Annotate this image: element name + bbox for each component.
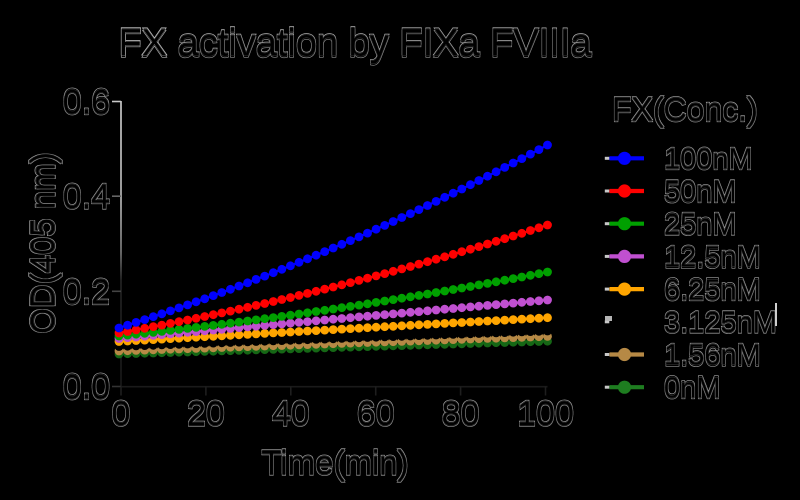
svg-text:1.56nM: 1.56nM bbox=[664, 339, 761, 371]
svg-text:0.4: 0.4 bbox=[63, 179, 110, 217]
svg-text:Time(min): Time(min) bbox=[261, 443, 408, 480]
svg-text:50nM: 50nM bbox=[664, 176, 737, 208]
svg-text:0.0: 0.0 bbox=[63, 367, 110, 405]
svg-text:40: 40 bbox=[272, 396, 310, 434]
svg-text:3.125nM: 3.125nM bbox=[664, 306, 777, 338]
svg-text:60: 60 bbox=[357, 394, 395, 432]
svg-text:0.6: 0.6 bbox=[63, 85, 110, 123]
svg-text:0.0: 0.0 bbox=[63, 368, 110, 406]
svg-text:0: 0 bbox=[112, 395, 131, 433]
svg-text:40: 40 bbox=[272, 395, 310, 433]
svg-text:6.25nM: 6.25nM bbox=[664, 276, 761, 308]
svg-text:0.6: 0.6 bbox=[63, 83, 110, 121]
svg-text:FX(Conc.): FX(Conc.) bbox=[612, 93, 758, 129]
svg-text:100nM: 100nM bbox=[664, 144, 753, 176]
svg-text:0.6: 0.6 bbox=[63, 82, 110, 120]
svg-text:0: 0 bbox=[112, 396, 131, 434]
svg-text:OD(405 nm): OD(405 nm) bbox=[25, 152, 62, 334]
svg-text:1.56nM: 1.56nM bbox=[664, 340, 761, 372]
svg-text:0nM: 0nM bbox=[664, 371, 720, 403]
svg-text:40: 40 bbox=[272, 394, 310, 432]
svg-text:25nM: 25nM bbox=[664, 210, 737, 242]
svg-text:0.2: 0.2 bbox=[63, 274, 110, 312]
svg-text:50nM: 50nM bbox=[664, 175, 737, 207]
svg-text:3.125nM: 3.125nM bbox=[664, 307, 777, 339]
svg-text:1.56nM: 1.56nM bbox=[664, 341, 761, 373]
svg-text:20: 20 bbox=[187, 396, 225, 434]
svg-text:12.5nM: 12.5nM bbox=[664, 242, 761, 274]
svg-text:100: 100 bbox=[517, 396, 574, 434]
svg-text:FX activation by FIXa FVIIIa: FX activation by FIXa FVIIIa bbox=[118, 24, 592, 66]
svg-text:100nM: 100nM bbox=[664, 145, 753, 177]
svg-text:6.25nM: 6.25nM bbox=[664, 274, 761, 306]
svg-text:0nM: 0nM bbox=[664, 372, 720, 404]
svg-text:OD(405 nm): OD(405 nm) bbox=[24, 152, 61, 334]
svg-text:FX activation by FIXa FVIIIa: FX activation by FIXa FVIIIa bbox=[118, 23, 592, 65]
svg-text:80: 80 bbox=[442, 396, 480, 434]
svg-text:Time(min): Time(min) bbox=[261, 444, 408, 481]
svg-text:0.2: 0.2 bbox=[63, 273, 110, 311]
svg-text:0: 0 bbox=[112, 394, 131, 432]
svg-text:FX(Conc.): FX(Conc.) bbox=[612, 90, 758, 126]
svg-text:6.25nM: 6.25nM bbox=[664, 273, 761, 305]
svg-text:0.4: 0.4 bbox=[63, 177, 110, 215]
svg-text:0nM: 0nM bbox=[664, 374, 720, 406]
svg-text:100nM: 100nM bbox=[664, 142, 753, 174]
svg-text:60: 60 bbox=[357, 396, 395, 434]
svg-text:Time(min): Time(min) bbox=[261, 445, 408, 482]
svg-text:80: 80 bbox=[442, 394, 480, 432]
svg-text:80: 80 bbox=[442, 395, 480, 433]
svg-text:100: 100 bbox=[517, 395, 574, 433]
svg-text:20: 20 bbox=[187, 394, 225, 432]
svg-text:0.0: 0.0 bbox=[63, 370, 110, 408]
svg-text:25nM: 25nM bbox=[664, 209, 737, 241]
svg-text:20: 20 bbox=[187, 395, 225, 433]
svg-text:FX(Conc.): FX(Conc.) bbox=[612, 92, 758, 128]
svg-text:100: 100 bbox=[517, 394, 574, 432]
svg-text:OD(405 nm): OD(405 nm) bbox=[23, 152, 60, 334]
svg-text:50nM: 50nM bbox=[664, 177, 737, 209]
svg-text:0.2: 0.2 bbox=[63, 272, 110, 310]
svg-text:12.5nM: 12.5nM bbox=[664, 240, 761, 272]
svg-text:25nM: 25nM bbox=[664, 208, 737, 240]
svg-text:12.5nM: 12.5nM bbox=[664, 243, 761, 275]
svg-text:3.125nM: 3.125nM bbox=[664, 308, 777, 340]
svg-text:0.4: 0.4 bbox=[63, 178, 110, 216]
svg-text:60: 60 bbox=[357, 395, 395, 433]
svg-text:FX activation by FIXa FVIIIa: FX activation by FIXa FVIIIa bbox=[118, 21, 592, 63]
